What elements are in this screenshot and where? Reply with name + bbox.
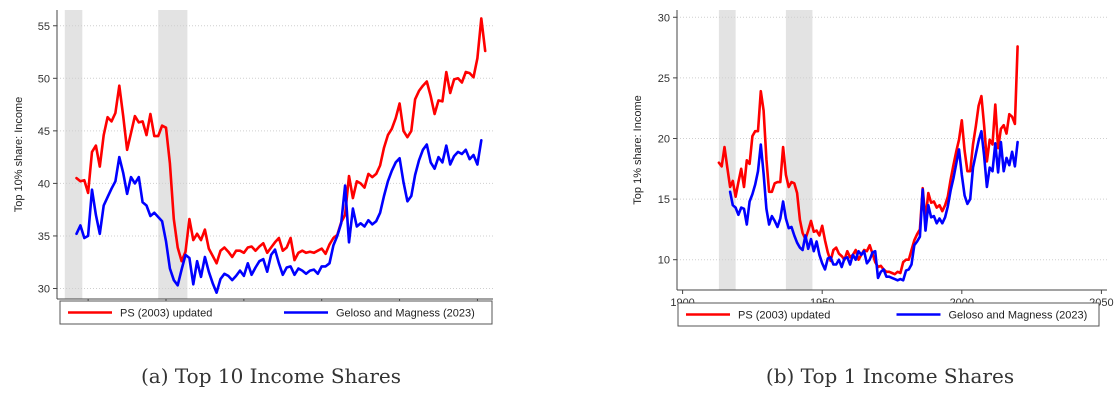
y-tick-label-1: 35	[38, 231, 50, 243]
legend-box	[59, 300, 493, 325]
chart-top1: 10152025301900195020002050Top 1% share: …	[632, 10, 1114, 388]
chart-caption: (a) Top 10 Income Shares	[141, 364, 401, 388]
series-line-0	[717, 45, 1019, 276]
legend-label-0: PS (2003) updated	[738, 310, 830, 322]
y-axis-label: Top 10% share: Income	[13, 97, 25, 213]
legend-label-0: PS (2003) updated	[120, 308, 212, 320]
y-tick-label-3: 45	[38, 126, 50, 138]
legend-label-1: Geloso and Magness (2023)	[336, 308, 475, 320]
y-tick-label-1: 15	[658, 194, 670, 206]
chart-top10: 303540455055192019401960198020002020Top …	[13, 10, 493, 388]
y-tick-label-4: 50	[38, 73, 50, 85]
series-line-1	[75, 139, 483, 295]
shaded-period-0	[64, 10, 83, 299]
shaded-period-0	[718, 10, 736, 290]
y-tick-label-5: 55	[38, 21, 50, 33]
y-tick-label-0: 30	[38, 283, 50, 295]
y-axis-label: Top 1% share: Income	[632, 95, 644, 204]
shaded-period-1	[158, 10, 188, 299]
legend-box	[677, 302, 1100, 327]
legend-label-1: Geloso and Magness (2023)	[949, 310, 1088, 322]
y-tick-label-2: 40	[38, 178, 50, 190]
chart-caption: (b) Top 1 Income Shares	[766, 364, 1014, 388]
series-line-1	[728, 129, 1019, 282]
y-tick-label-0: 10	[658, 255, 670, 267]
y-tick-label-2: 20	[658, 133, 670, 145]
y-tick-label-4: 30	[658, 12, 670, 24]
series-line-0	[75, 17, 487, 265]
y-tick-label-3: 25	[658, 73, 670, 85]
